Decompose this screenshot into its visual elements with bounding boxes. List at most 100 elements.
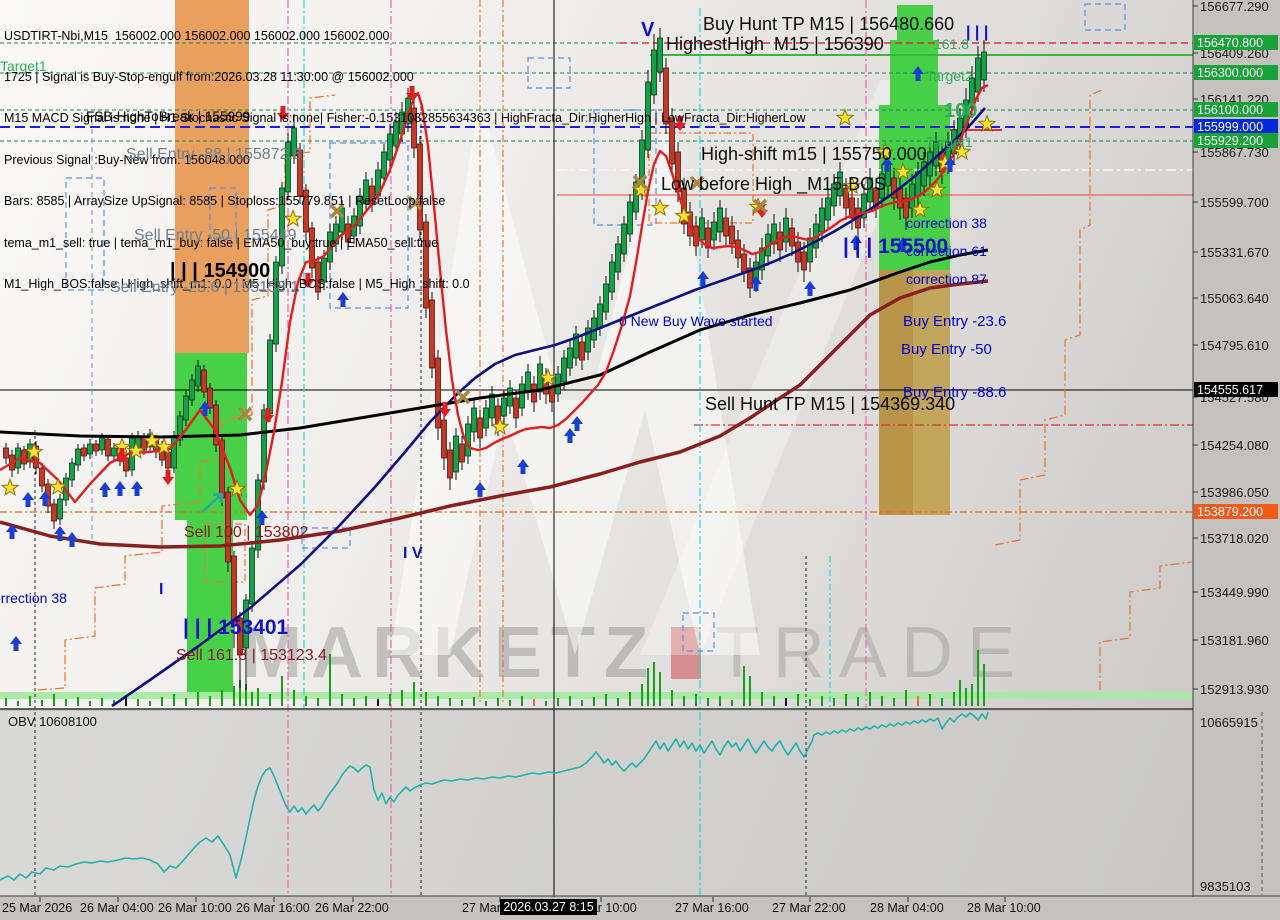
x-mark-icon <box>632 174 648 190</box>
star-signal-icon <box>893 162 913 181</box>
candle-body <box>3 447 9 459</box>
candle-body <box>801 251 807 271</box>
buy-arrow-icon <box>912 66 924 81</box>
candle-body <box>579 341 585 361</box>
price-tick-label: 153986.050 <box>1200 485 1269 500</box>
candle-body <box>435 357 441 429</box>
candle-body <box>879 173 885 199</box>
candle-body <box>723 217 729 237</box>
candle-body <box>417 143 423 231</box>
candle-body <box>657 37 663 73</box>
price-badge: 156100.000 <box>1194 102 1278 117</box>
candle-body <box>861 193 867 219</box>
highlight-band <box>897 5 933 40</box>
candle-body <box>51 503 57 522</box>
candle-body <box>207 387 213 409</box>
info-line: M1_High_BOS:false | High_shift_m1: 0.0 |… <box>4 276 470 291</box>
candle-body <box>975 57 981 93</box>
candle-body <box>909 183 915 209</box>
moving-average-line <box>0 83 989 517</box>
sell-arrow-icon <box>162 470 174 485</box>
price-badge: 155929.200 <box>1194 133 1278 148</box>
candle-body <box>387 133 393 161</box>
zone-box <box>593 109 657 226</box>
candle-body <box>441 419 447 459</box>
star-signal-icon <box>842 176 862 195</box>
obv-value-label: OBV 10608100 <box>8 714 97 729</box>
candle-body <box>99 437 105 451</box>
candle-body <box>501 397 507 417</box>
candle-body <box>825 197 831 221</box>
center-logo-watermark <box>390 95 760 655</box>
candle-body <box>273 261 279 345</box>
buy-arrow-icon <box>6 524 18 539</box>
time-tick-label: 26 Mar 16:00 <box>236 901 310 915</box>
info-line: tema_m1_sell: true | tema_m1_buy: false … <box>4 235 439 250</box>
candle-body <box>663 67 669 125</box>
price-tick-label: 153449.990 <box>1200 585 1269 600</box>
star-signal-icon <box>538 368 558 387</box>
candle-body <box>921 161 927 187</box>
candle-body <box>705 227 711 249</box>
support-resistance-steps <box>1099 561 1193 690</box>
candle-body <box>483 407 489 429</box>
candle-body <box>609 261 615 293</box>
candle-body <box>645 81 651 151</box>
info-line: 1725 | Signal is Buy-Stop-engulf from:20… <box>4 69 414 84</box>
sell-arrow-icon <box>277 106 289 121</box>
buy-arrow-icon <box>750 276 762 291</box>
price-tick-label: 153181.960 <box>1200 633 1269 648</box>
candle-body <box>201 369 207 393</box>
support-resistance-steps <box>994 89 1103 546</box>
highlight-band <box>879 270 913 515</box>
price-tick-label: 153718.020 <box>1200 531 1269 546</box>
indicator-info-block: USDTIRT-Nbi,M15 156002.000 156002.000 15… <box>4 2 806 319</box>
watermark-light-text: TRADE <box>714 613 1029 693</box>
buy-arrow-icon <box>850 235 862 250</box>
price-badge: 153879.200 <box>1194 504 1278 519</box>
candle-body <box>711 221 717 241</box>
star-signal-icon <box>977 114 997 133</box>
star-signal-icon <box>835 108 855 127</box>
candle-body <box>309 227 315 269</box>
zone-box <box>209 187 237 239</box>
candle-body <box>513 397 519 419</box>
candle-body <box>381 151 387 179</box>
candle-body <box>489 393 495 419</box>
sell-arrow-icon <box>116 448 128 463</box>
obv-scale-min: 9835103 <box>1200 879 1251 894</box>
candle-body <box>279 187 285 267</box>
buy-arrow-icon <box>897 237 909 252</box>
candle-body <box>423 221 429 309</box>
candle-body <box>747 267 753 289</box>
buy-arrow-icon <box>944 157 956 172</box>
price-tick-label: 155063.640 <box>1200 291 1269 306</box>
buy-arrow-icon <box>22 492 34 507</box>
obv-indicator-panel[interactable] <box>0 711 1193 896</box>
center-logo-watermark <box>640 80 935 655</box>
x-mark-icon <box>455 389 471 405</box>
candle-body <box>285 141 291 193</box>
candle-body <box>471 407 477 433</box>
price-tick-label: 154795.610 <box>1200 338 1269 353</box>
candle-body <box>507 387 513 407</box>
candle-body <box>621 223 627 255</box>
candle-body <box>21 449 27 465</box>
candle-body <box>267 339 273 415</box>
sell-arrow-icon <box>756 203 768 218</box>
candle-body <box>537 363 543 393</box>
buy-arrow-icon <box>697 271 709 286</box>
x-mark-icon <box>752 198 768 214</box>
candle-body <box>453 435 459 473</box>
zone-box <box>204 523 246 583</box>
sell-arrow-icon <box>439 402 451 417</box>
zone-box <box>682 612 715 652</box>
candle-body <box>303 189 309 233</box>
candle-body <box>93 443 99 452</box>
candle-body <box>573 333 579 359</box>
candle-body <box>519 383 525 409</box>
candle-body <box>75 448 81 466</box>
star-signal-icon <box>154 437 174 456</box>
